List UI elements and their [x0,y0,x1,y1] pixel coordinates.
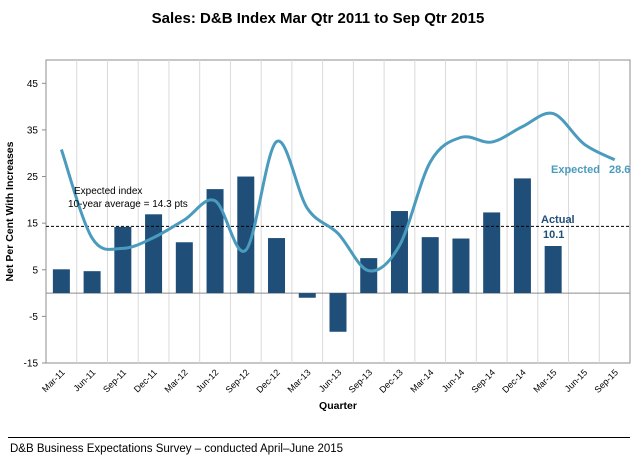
ten-year-average-annotation: 10-year average = 14.3 pts [68,199,188,210]
y-tick-label: 5 [32,265,38,276]
y-tick-label: 25 [27,172,39,183]
x-tick-label: Dec-14 [500,367,528,395]
x-tick-label: Mar-15 [531,367,558,394]
x-tick-label: Dec-12 [254,367,282,395]
x-tick-label: Mar-14 [408,367,435,394]
bar-Jun-14 [452,238,470,294]
y-tick-label: 45 [27,79,39,90]
x-tick-label: Jun-11 [71,367,97,393]
bar-Dec-13 [390,211,408,294]
bar-Sep-13 [360,258,378,294]
expected-index-annotation: Expected index [74,186,142,197]
bar-Dec-14 [513,178,531,294]
y-tick-label: -15 [24,359,39,370]
bar-Mar-15 [544,245,562,294]
x-tick-label: Sep-15 [592,367,620,395]
y-tick-label: 15 [27,219,39,230]
bar-Mar-12 [175,242,193,294]
plot-frame [45,59,631,364]
bar-Sep-12 [237,176,255,294]
x-tick-label: Jun-14 [440,367,467,394]
x-tick-label: Sep-13 [347,367,375,395]
actual-series-value: 10.1 [543,229,564,241]
footer-divider [8,437,630,438]
y-tick-label: -5 [29,312,38,323]
bar-Sep-11 [114,226,132,294]
x-tick-label: Sep-11 [101,367,128,394]
bar-Jun-12 [206,189,224,294]
x-tick-label: Jun-12 [194,367,221,394]
x-axis-label: Quarter [319,400,357,412]
x-tick-label: Mar-11 [40,367,67,394]
chart-title: Sales: D&B Index Mar Qtr 2011 to Sep Qtr… [151,10,485,27]
bar-Jun-11 [83,271,101,294]
bar-Mar-11 [52,269,70,294]
bar-Sep-14 [483,212,501,294]
y-axis-label: Net Per Cent With Increases [4,141,16,281]
bar-Jun-13 [329,293,347,332]
y-tick-label: 35 [27,125,39,136]
bar-Dec-12 [268,238,286,294]
expected-label-value: 28.6 [609,164,630,176]
x-tick-label: Sep-12 [224,367,252,395]
x-tick-label: Dec-13 [377,367,405,395]
bar-Mar-13 [298,293,316,298]
bar-Mar-14 [421,237,439,294]
x-tick-label: Jun-15 [563,367,590,394]
x-tick-label: Mar-13 [285,367,312,394]
expected-series-label: Expected 28.6 [551,164,630,176]
footer-source: D&B Business Expectations Survey – condu… [10,443,344,455]
x-tick-label: Dec-11 [132,367,159,394]
actual-series-label: Actual [541,214,575,226]
expected-label-text: Expected [551,164,600,176]
x-tick-label: Sep-14 [469,367,497,395]
x-tick-label: Jun-13 [317,367,344,394]
expected-series-line [59,111,616,273]
x-tick-label: Mar-12 [162,367,189,394]
